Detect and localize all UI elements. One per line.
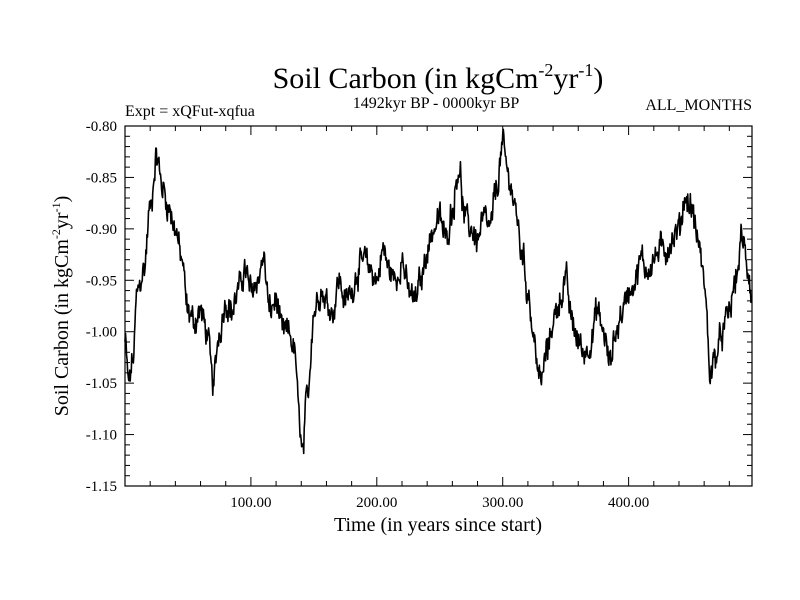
series-group [124, 128, 753, 455]
y-tick-label: -0.90 [86, 222, 117, 238]
y-tick-label: -1.15 [86, 479, 117, 495]
subtitle-period: 1492kyr BP - 0000kyr BP [353, 95, 520, 112]
x-tick-label: 200.00 [356, 495, 397, 511]
x-tick-label: 400.00 [608, 495, 649, 511]
y-axis: -0.80 -0.85 -0.90 -0.95 -1.00 -1.05 -1.10 -1.15 [86, 119, 752, 495]
y-tick-label: -1.10 [86, 428, 117, 444]
y-tick-label: -0.85 [86, 170, 117, 186]
series-line [124, 128, 753, 455]
x-axis-label: Time (in years since start) [334, 514, 542, 536]
x-tick-label: 100.00 [230, 495, 271, 511]
y-tick-label: -1.05 [86, 376, 117, 392]
x-axis: 100.00 200.00 300.00 400.00 [124, 126, 730, 511]
subtitle-experiment: Expt = xQFut-xqfua [125, 103, 255, 120]
y-tick-label: -0.95 [86, 273, 117, 289]
subtitle-months: ALL_MONTHS [645, 97, 752, 114]
y-axis-label: Soil Carbon (in kgCm-2yr-1) [49, 196, 73, 417]
chart-title: Soil Carbon (in kgCm-2yr-1) [273, 60, 604, 95]
y-tick-label: -1.00 [86, 325, 117, 341]
y-tick-label: -0.80 [86, 119, 117, 135]
x-tick-label: 300.00 [482, 495, 523, 511]
plot-frame [124, 125, 753, 487]
